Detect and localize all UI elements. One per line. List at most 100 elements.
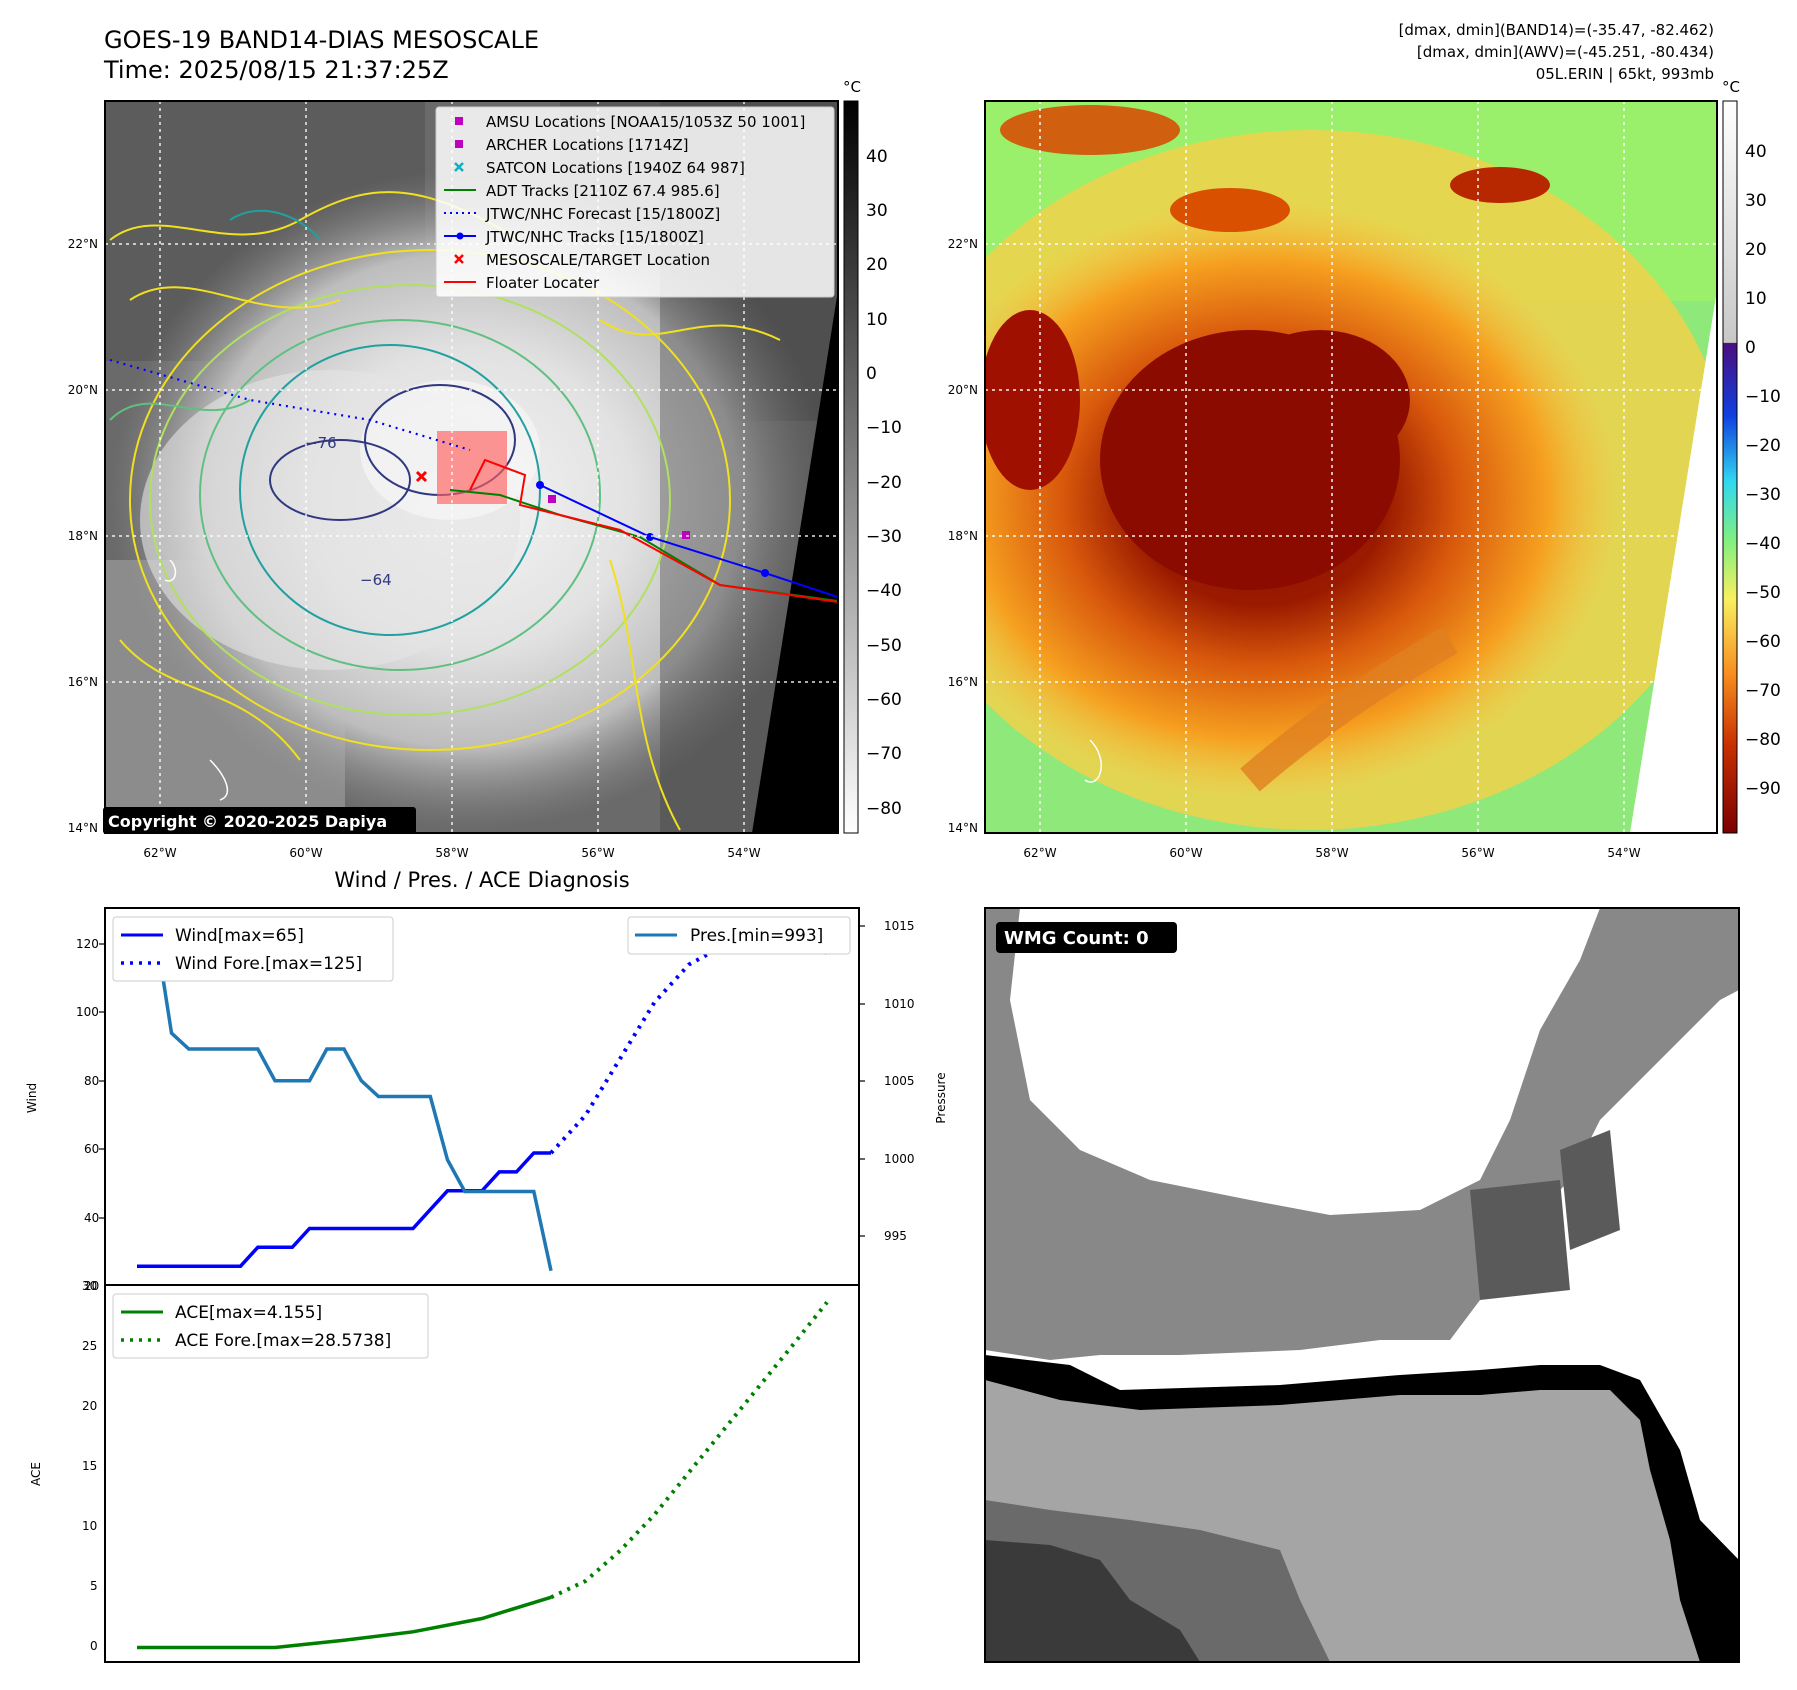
colorbar-tick: 30 <box>1745 191 1767 211</box>
legend-label: JTWC/NHC Tracks [15/1800Z] <box>485 228 704 246</box>
info-line-2: [dmax, dmin](AWV)=(-45.251, -80.434) <box>1416 43 1714 61</box>
legend-marker <box>454 162 464 172</box>
colorbar-tick: −50 <box>1745 583 1781 603</box>
legend-label: Wind Fore.[max=125] <box>175 954 362 974</box>
colorbar-unit: °C <box>1722 78 1740 96</box>
ace-tick: 10 <box>82 1519 97 1533</box>
wmg-count-text: WMG Count: 0 <box>1004 928 1149 949</box>
copyright-text: Copyright © 2020-2025 Dapiya <box>108 812 387 831</box>
colorbar-tick: 10 <box>866 310 888 330</box>
colorbar-tick: 20 <box>1745 240 1767 260</box>
lon-label: 58°W <box>435 846 468 860</box>
ace-tick: 5 <box>90 1579 98 1593</box>
lon-label: 60°W <box>289 846 322 860</box>
colorbar-tick: 40 <box>1745 142 1767 162</box>
ace-tick: 0 <box>90 1639 98 1653</box>
colorbar-tick: −10 <box>866 418 902 438</box>
wind-pressure-chart: Wind Pressure 120 100 80 60 40 20 1015 1… <box>25 907 948 1293</box>
colorbar-tick: −20 <box>866 473 902 493</box>
colorbar-tick: 0 <box>1745 338 1756 358</box>
ir-color-map <box>985 101 1717 833</box>
legend-label: Wind[max=65] <box>175 926 304 946</box>
lat-label: 22°N <box>948 237 978 251</box>
gray-map-frame <box>104 100 839 834</box>
legend-label: SATCON Locations [1940Z 64 987] <box>486 159 745 177</box>
series-line-pres- <box>137 920 553 1272</box>
lat-label: 20°N <box>68 383 98 397</box>
pressure-tick: 1000 <box>884 1152 915 1166</box>
lon-label: 54°W <box>1607 846 1640 860</box>
lon-label: 62°W <box>143 846 176 860</box>
storm-info: 05L.ERIN | 65kt, 993mb <box>1535 65 1714 83</box>
legend-label: AMSU Locations [NOAA15/1053Z 50 1001] <box>486 113 805 131</box>
wind-tick: 40 <box>84 1211 99 1225</box>
color-colorbar: °C 40 30 20 10 0 −10 −20 −30 −40 −50 −60… <box>1722 78 1781 834</box>
pressure-axis-label: Pressure <box>934 1072 948 1123</box>
colorbar-tick: −30 <box>866 527 902 547</box>
colorbar-unit: °C <box>843 78 861 96</box>
gray-map-axis-labels: 62°W 60°W 58°W 56°W 54°W 22°N 20°N 18°N … <box>68 237 761 860</box>
wmg-panel: WMG Count: 0 <box>984 907 1740 1663</box>
lat-label: 20°N <box>948 383 978 397</box>
colorbar-tick: −70 <box>866 744 902 764</box>
colorbar-tick: −40 <box>866 581 902 601</box>
wind-legend <box>112 916 394 982</box>
colorbar-tick: −20 <box>1745 436 1781 456</box>
wind-tick: 100 <box>76 1005 99 1019</box>
ace-axis-label: ACE <box>29 1462 43 1486</box>
diagnosis-title: Wind / Pres. / ACE Diagnosis <box>334 868 629 892</box>
contour-label: −76 <box>305 434 337 452</box>
colorbar-tick: −40 <box>1745 534 1781 554</box>
pressure-tick: 1005 <box>884 1074 915 1088</box>
colorbar-tick: −10 <box>1745 387 1781 407</box>
colorbar-tick: 30 <box>866 201 888 221</box>
lon-label: 62°W <box>1023 846 1056 860</box>
legend-label: ARCHER Locations [1714Z] <box>486 136 689 154</box>
pressure-tick: 1010 <box>884 997 915 1011</box>
wind-tick: 120 <box>76 937 99 951</box>
ace-tick: 15 <box>82 1459 97 1473</box>
series-line-wind-fore- <box>549 936 828 1155</box>
legend-label: Floater Locater <box>486 274 600 292</box>
wind-tick: 80 <box>84 1074 99 1088</box>
legend-marker <box>455 140 463 148</box>
lat-label: 14°N <box>68 821 98 835</box>
colorbar-tick: 40 <box>866 147 888 167</box>
color-map-frame <box>984 100 1718 834</box>
lat-label: 14°N <box>948 821 978 835</box>
lon-label: 54°W <box>727 846 760 860</box>
ir-gray-map <box>105 101 838 833</box>
wind-axis-label: Wind <box>25 1083 39 1113</box>
colorbar-tick: −50 <box>866 636 902 656</box>
colorbar-tick: −70 <box>1745 681 1781 701</box>
ace-tick: 25 <box>82 1339 97 1353</box>
colorbar-tick: −80 <box>1745 730 1781 750</box>
lon-label: 60°W <box>1169 846 1202 860</box>
lat-label: 18°N <box>68 529 98 543</box>
map-legend: AMSU Locations [NOAA15/1053Z 50 1001] AR… <box>435 106 835 298</box>
lon-label: 56°W <box>581 846 614 860</box>
pressure-tick: 995 <box>884 1229 907 1243</box>
legend-label: MESOSCALE/TARGET Location <box>486 251 710 269</box>
colorbar-tick: 0 <box>866 364 877 384</box>
chart-title: GOES-19 BAND14-DIAS MESOSCALE <box>104 26 540 54</box>
colorbar-tick: 10 <box>1745 289 1767 309</box>
series-line-ace <box>137 1595 552 1650</box>
wind-tick: 60 <box>84 1142 99 1156</box>
lat-label: 18°N <box>948 529 978 543</box>
ace-tick: 30 <box>82 1279 97 1293</box>
pressure-legend <box>627 916 851 955</box>
colorbar-tick: −90 <box>1745 779 1781 799</box>
legend-label: ACE[max=4.155] <box>175 1303 322 1323</box>
lat-label: 16°N <box>68 675 98 689</box>
pressure-tick: 1015 <box>884 919 915 933</box>
colorbar-tick: −60 <box>866 690 902 710</box>
ace-tick: 20 <box>82 1399 97 1413</box>
series-line-ace-fore- <box>550 1301 829 1600</box>
lat-label: 16°N <box>948 675 978 689</box>
legend-marker <box>455 117 463 125</box>
info-line-1: [dmax, dmin](BAND14)=(-35.47, -82.462) <box>1398 21 1714 39</box>
colorbar-tick: −30 <box>1745 485 1781 505</box>
legend-label: ACE Fore.[max=28.5738] <box>175 1331 391 1351</box>
